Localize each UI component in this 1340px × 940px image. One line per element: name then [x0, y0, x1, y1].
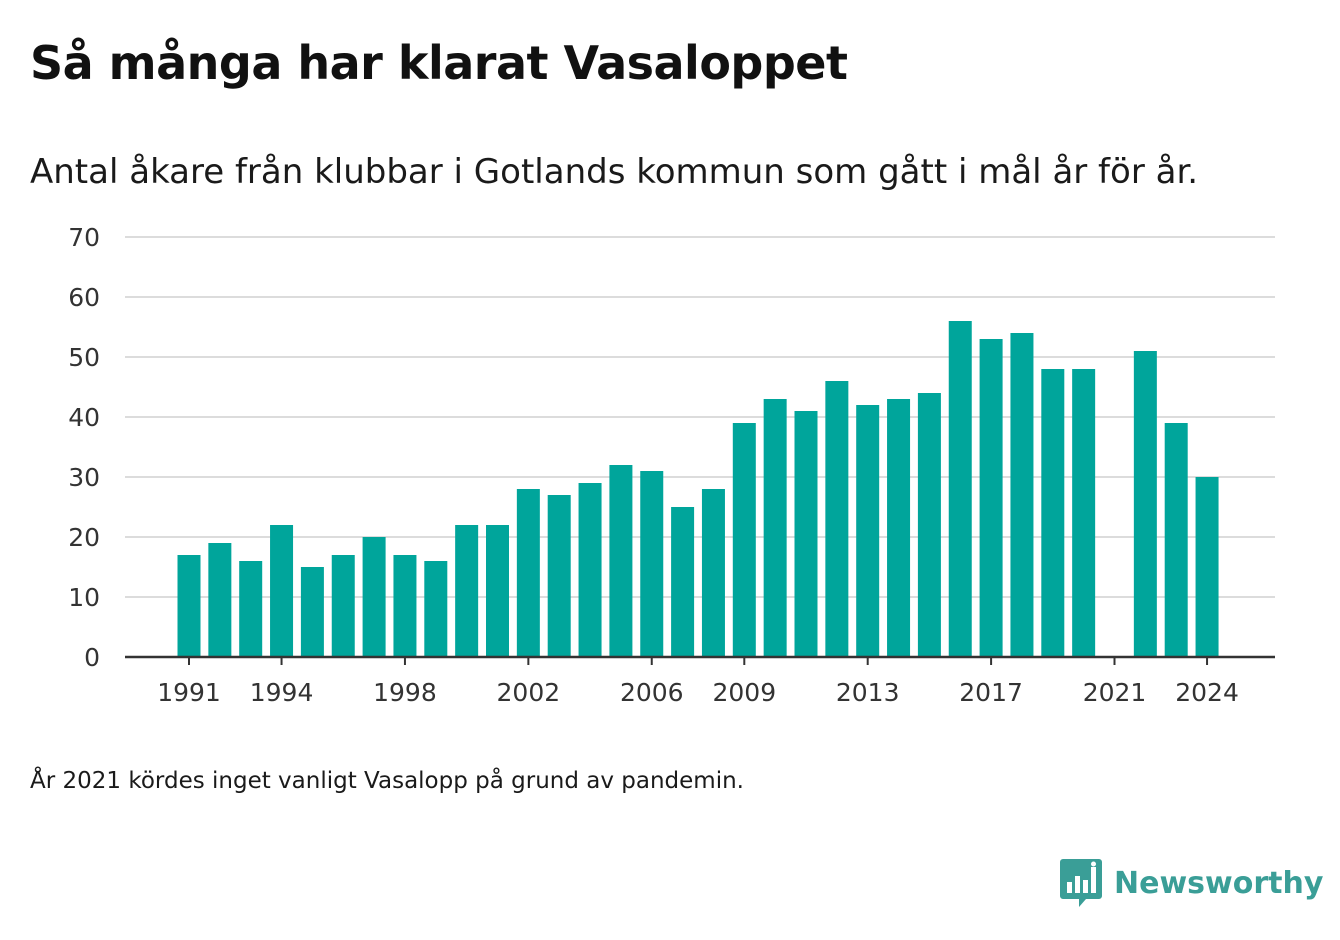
bar: [917, 393, 941, 657]
x-axis: [125, 655, 1275, 665]
bar: [177, 555, 201, 657]
x-tick-label: 2006: [620, 678, 684, 707]
y-tick-label: 20: [68, 523, 100, 552]
gridlines: [125, 236, 1275, 598]
bar: [763, 399, 787, 657]
bar: [516, 489, 540, 657]
brand-name: Newsworthy: [1114, 865, 1324, 901]
bar-chart-speech-bubble-icon: [1060, 859, 1102, 907]
bar: [424, 561, 448, 657]
bar: [701, 489, 725, 657]
x-tick-label: 2024: [1175, 678, 1239, 707]
y-tick-label: 40: [68, 403, 100, 432]
x-tick-label: 1994: [250, 678, 314, 707]
bar: [979, 339, 1003, 657]
chart-subtitle: Antal åkare från klubbar i Gotlands komm…: [30, 152, 1199, 192]
bar: [486, 525, 509, 657]
bar: [1164, 423, 1188, 657]
bars: [177, 321, 1219, 657]
y-tick-label: 10: [68, 583, 100, 612]
brand-logo: Newsworthy: [1060, 858, 1323, 908]
x-tick-label: 2009: [712, 678, 776, 707]
bar: [640, 471, 664, 657]
chart-title: Så många har klarat Vasaloppet: [30, 36, 848, 90]
bar: [270, 525, 294, 657]
y-tick-label: 50: [68, 343, 100, 372]
bar: [578, 483, 602, 657]
x-tick-label: 2013: [836, 678, 900, 707]
bar: [887, 399, 911, 657]
bar: [455, 525, 479, 657]
x-tick-label: 2021: [1083, 678, 1147, 707]
bar: [1041, 369, 1065, 657]
bar: [1195, 477, 1219, 657]
bar: [1010, 333, 1034, 657]
bar: [547, 495, 571, 657]
x-axis-tick-labels: 1991 1994 1998 2002 2006 2009 2013 2017 2021 2024: [157, 678, 1239, 707]
x-tick-label: 2017: [959, 678, 1023, 707]
bar: [732, 423, 756, 657]
x-tick-label: 1998: [373, 678, 437, 707]
x-tick-label: 2002: [497, 678, 561, 707]
x-tick-label: 1991: [157, 678, 221, 707]
y-tick-label: 60: [68, 283, 100, 312]
bar: [671, 507, 695, 657]
y-axis-tick-labels: 0 10 20 30 40 50 60 70: [68, 223, 100, 672]
bar: [1133, 351, 1157, 657]
y-tick-label: 30: [68, 463, 100, 492]
y-tick-label: 70: [68, 223, 100, 252]
bar: [300, 567, 324, 657]
y-tick-label: 0: [84, 643, 100, 672]
bar: [239, 561, 263, 657]
bar: [609, 465, 633, 657]
bar: [948, 321, 972, 657]
bar: [208, 543, 232, 657]
bar: [825, 381, 849, 657]
bar: [794, 411, 818, 657]
bar: [393, 555, 417, 657]
bar: [331, 555, 355, 657]
bar: [362, 537, 386, 657]
footnote: År 2021 kördes inget vanligt Vasalopp på…: [30, 768, 744, 794]
bar: [1072, 369, 1096, 657]
bar: [856, 405, 880, 657]
